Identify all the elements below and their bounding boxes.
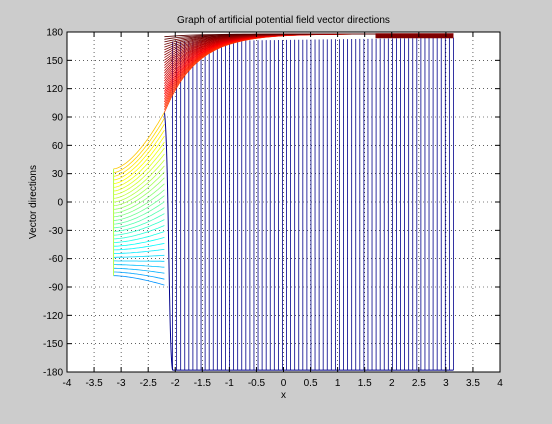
x-tick-label: 1 — [335, 378, 341, 389]
x-tick-label: -0.5 — [248, 378, 266, 389]
y-axis-label: Vector directions — [28, 165, 39, 239]
y-tick-label: -90 — [49, 283, 64, 294]
x-tick-label: -2 — [171, 378, 180, 389]
y-tick-label: 0 — [57, 198, 63, 209]
x-tick-label: -1 — [225, 378, 234, 389]
y-tick-label: 90 — [52, 113, 64, 124]
x-tick-label: 0.5 — [304, 378, 318, 389]
x-tick-label: -4 — [63, 378, 72, 389]
x-tick-label: 2.5 — [412, 378, 426, 389]
y-tick-label: 150 — [46, 56, 63, 67]
y-tick-label: 180 — [46, 28, 63, 39]
x-tick-label: -1.5 — [194, 378, 212, 389]
chart-title: Graph of artificial potential field vect… — [177, 15, 390, 26]
y-tick-label: 60 — [52, 141, 64, 152]
y-tick-label: -60 — [49, 254, 64, 265]
x-axis-label: x — [281, 390, 286, 401]
x-tick-label: -3 — [117, 378, 126, 389]
y-tick-label: -120 — [43, 311, 63, 322]
x-tick-label: 0 — [281, 378, 287, 389]
x-tick-label: 4 — [497, 378, 503, 389]
x-tick-label: -3.5 — [85, 378, 103, 389]
y-tick-label: -150 — [43, 339, 63, 350]
y-tick-label: 30 — [52, 169, 64, 180]
x-tick-label: -2.5 — [140, 378, 158, 389]
x-tick-label: 3 — [443, 378, 449, 389]
y-tick-label: -180 — [43, 368, 63, 379]
x-tick-label: 3.5 — [466, 378, 480, 389]
x-tick-label: 2 — [389, 378, 395, 389]
y-tick-label: -30 — [49, 226, 64, 237]
x-tick-label: 1.5 — [358, 378, 372, 389]
y-tick-label: 120 — [46, 84, 63, 95]
